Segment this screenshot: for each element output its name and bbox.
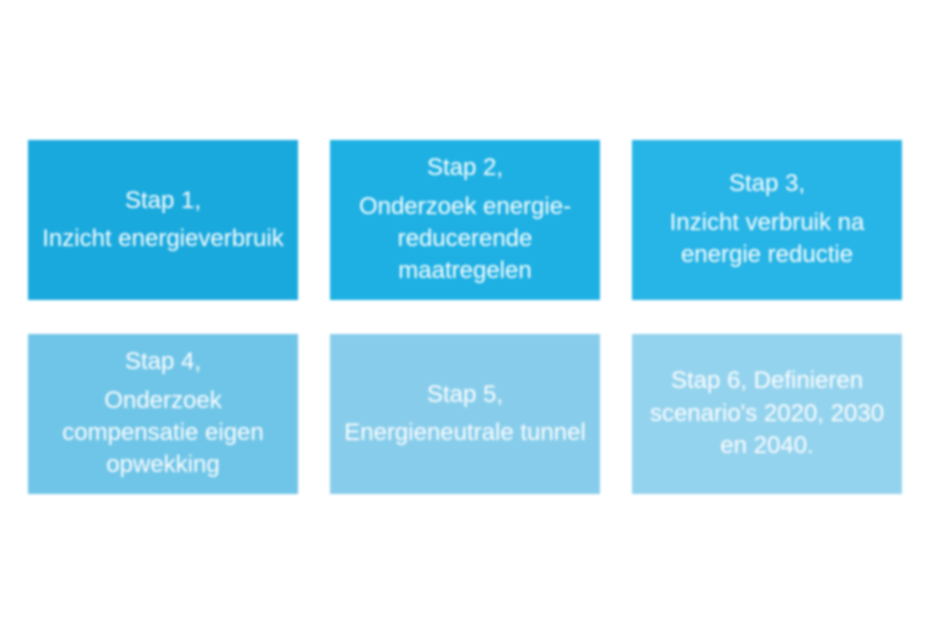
step-4-desc: Onderzoek compensatie eigen opwekking bbox=[40, 385, 286, 482]
step-4-label: Stap 4, bbox=[125, 346, 201, 378]
step-6-label: Stap 6, Definieren scenario's 2020, 2030… bbox=[644, 365, 890, 462]
step-5-desc: Energieneutrale tunnel bbox=[344, 417, 586, 449]
step-card-3: Stap 3, Inzicht verbruik na energie redu… bbox=[632, 140, 902, 300]
step-3-label: Stap 3, bbox=[729, 168, 805, 200]
step-2-desc: Onderzoek energie-reducerende maatregele… bbox=[342, 191, 588, 288]
step-card-2: Stap 2, Onderzoek energie-reducerende ma… bbox=[330, 140, 600, 300]
step-card-5: Stap 5, Energieneutrale tunnel bbox=[330, 334, 600, 494]
step-5-label: Stap 5, bbox=[427, 379, 503, 411]
step-card-4: Stap 4, Onderzoek compensatie eigen opwe… bbox=[28, 334, 298, 494]
step-1-desc: Inzicht energieverbruik bbox=[42, 223, 283, 255]
step-card-1: Stap 1, Inzicht energieverbruik bbox=[28, 140, 298, 300]
steps-grid: Stap 1, Inzicht energieverbruik Stap 2, … bbox=[28, 140, 902, 494]
step-1-label: Stap 1, bbox=[125, 185, 201, 217]
step-card-6: Stap 6, Definieren scenario's 2020, 2030… bbox=[632, 334, 902, 494]
step-2-label: Stap 2, bbox=[427, 152, 503, 184]
step-3-desc: Inzicht verbruik na energie reductie bbox=[644, 207, 890, 272]
